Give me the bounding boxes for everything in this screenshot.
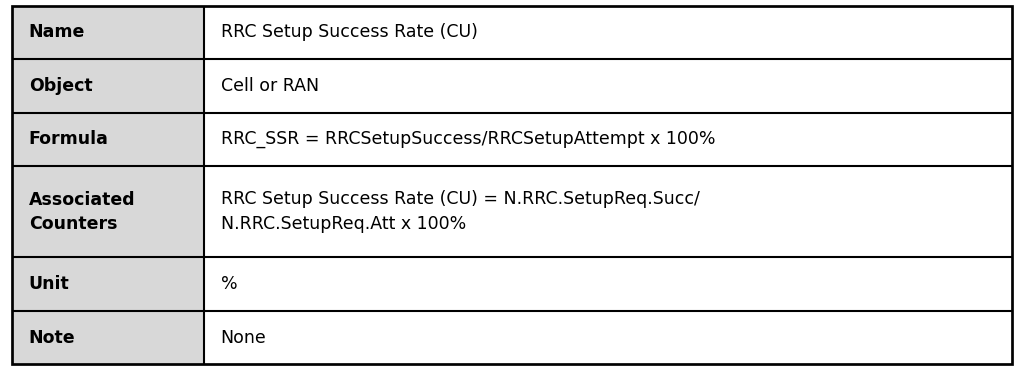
Text: Associated
Counters: Associated Counters [29,191,135,233]
Text: Object: Object [29,77,92,95]
Bar [204,6,1012,59]
Text: Note: Note [29,329,76,347]
Bar [12,6,204,59]
Bar [12,166,204,257]
Bar [12,311,204,364]
Text: %: % [220,275,238,293]
Text: Name: Name [29,23,85,41]
Text: RRC Setup Success Rate (CU): RRC Setup Success Rate (CU) [220,23,477,41]
Text: Formula: Formula [29,131,109,148]
Bar [12,113,204,166]
Bar [204,113,1012,166]
Text: Cell or RAN: Cell or RAN [220,77,318,95]
Bar [204,311,1012,364]
Bar [204,257,1012,311]
Bar [12,59,204,113]
Text: RRC Setup Success Rate (CU) = N.RRC.SetupReq.Succ/
N.RRC.SetupReq.Att x 100%: RRC Setup Success Rate (CU) = N.RRC.Setu… [220,190,699,233]
Text: None: None [220,329,266,347]
Bar [204,166,1012,257]
Text: Unit: Unit [29,275,70,293]
Bar [204,59,1012,113]
Text: RRC_SSR = RRCSetupSuccess/RRCSetupAttempt x 100%: RRC_SSR = RRCSetupSuccess/RRCSetupAttemp… [220,131,715,148]
Bar [12,257,204,311]
